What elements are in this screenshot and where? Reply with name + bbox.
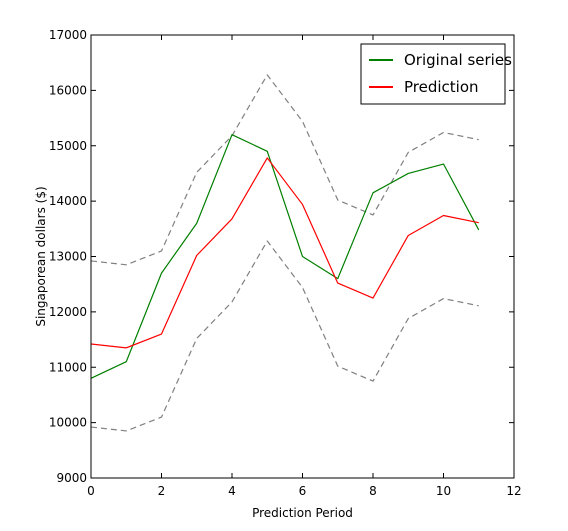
- x-tick-label: 10: [436, 484, 451, 498]
- x-axis-title: Prediction Period: [252, 506, 353, 520]
- y-tick-label: 12000: [49, 305, 87, 319]
- legend: Original series Prediction: [360, 43, 512, 105]
- lower-confidence-line: [91, 240, 479, 432]
- legend-box: [360, 43, 506, 105]
- legend-label: Original series: [404, 51, 512, 69]
- x-tick-label: 12: [506, 484, 521, 498]
- y-tick-label: 13000: [49, 250, 87, 264]
- x-tick-label: 4: [228, 484, 236, 498]
- ticks-layer: 0 2 4 6 8 10 12 9000 10000 11000 12000 13000 14000 15…: [49, 28, 522, 498]
- x-tick-label: 0: [87, 484, 95, 498]
- prediction-line: [91, 157, 479, 349]
- y-tick-label: 9000: [56, 471, 87, 485]
- x-tick-label: 2: [158, 484, 166, 498]
- x-tick-label: 8: [369, 484, 377, 498]
- legend-label: Prediction: [404, 78, 479, 96]
- series-layer: [91, 74, 480, 432]
- y-tick-label: 15000: [49, 139, 87, 153]
- y-tick-label: 14000: [49, 194, 87, 208]
- x-tick-label: 6: [299, 484, 307, 498]
- y-tick-label: 17000: [49, 28, 87, 42]
- y-tick-label: 11000: [49, 360, 87, 374]
- upper-confidence-line: [91, 74, 479, 266]
- original-series-line: [91, 134, 480, 379]
- y-tick-label: 16000: [49, 83, 87, 97]
- y-axis-title: Singaporean dollars ($): [34, 186, 48, 326]
- y-tick-label: 10000: [49, 416, 87, 430]
